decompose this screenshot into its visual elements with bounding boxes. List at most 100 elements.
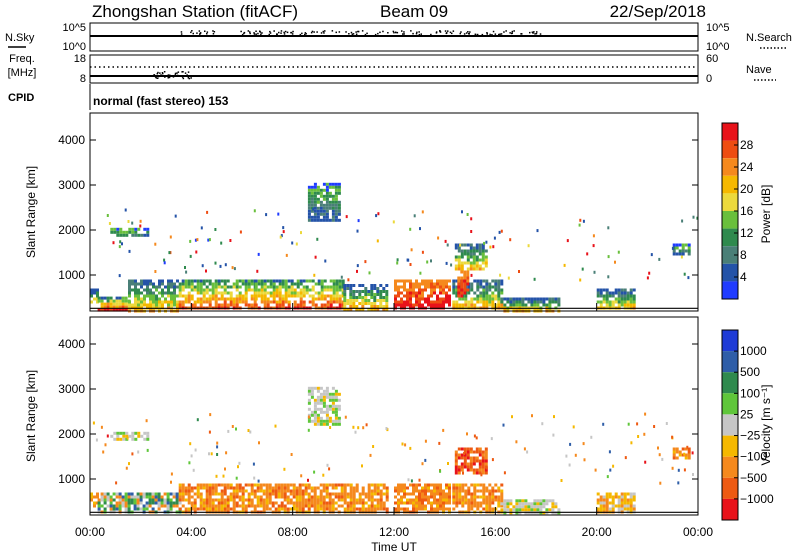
heatmap-cell (460, 249, 464, 253)
heatmap-cell (605, 288, 609, 292)
heatmap-cell (322, 401, 326, 405)
heatmap-cell (304, 498, 308, 502)
heatmap-cell (415, 483, 418, 487)
heatmap-cell (506, 502, 510, 506)
heatmap-cell (316, 401, 320, 405)
heatmap-cell (214, 279, 218, 283)
heatmap-cell (497, 282, 501, 286)
heatmap-cell (467, 504, 471, 508)
colorbar-swatch (722, 228, 738, 247)
heatmap-cell (337, 200, 341, 204)
heatmap-cell (370, 296, 374, 299)
heatmap-cell (454, 462, 458, 466)
heatmap-speck (643, 432, 646, 436)
noise-dot (539, 33, 542, 35)
heatmap-cell (106, 302, 110, 306)
heatmap-cell (614, 297, 618, 301)
heatmap-cell (133, 504, 137, 508)
heatmap-cell (475, 255, 479, 259)
heatmap-cell (113, 431, 117, 435)
heatmap-cell (319, 419, 323, 423)
heatmap-cell (484, 264, 488, 268)
heatmap-cell (96, 300, 99, 304)
heatmap-cell (409, 288, 412, 292)
heatmap-cell (620, 288, 624, 292)
heatmap-cell (455, 504, 459, 508)
heatmap-cell (397, 498, 400, 502)
heatmap-cell (325, 389, 329, 393)
heatmap-cell (337, 191, 341, 195)
heatmap-cell (403, 294, 406, 298)
heatmap-cell (313, 197, 317, 201)
heatmap-cell (497, 498, 501, 502)
heatmap-cell (476, 300, 480, 304)
heatmap-cell (452, 288, 456, 292)
heatmap-cell (113, 437, 117, 441)
heatmap-cell (433, 498, 436, 502)
heatmap-speck (439, 469, 442, 473)
heatmap-cell (235, 501, 239, 505)
heatmap-cell (394, 282, 397, 286)
heatmap-cell (307, 483, 311, 487)
heatmap-cell (460, 243, 464, 247)
heatmap-cell (143, 294, 146, 298)
heatmap-cell (364, 293, 368, 296)
heatmap-cell (358, 296, 362, 299)
heatmap-cell (376, 483, 380, 487)
heatmap-cell (127, 504, 131, 508)
heatmap-cell (497, 495, 501, 499)
heatmap-cell (518, 505, 522, 509)
noise-dot (447, 30, 449, 32)
freq-dot (190, 75, 192, 77)
heatmap-speck (375, 214, 378, 218)
heatmap-cell (325, 392, 329, 396)
heatmap-cell (235, 495, 239, 499)
heatmap-cell (478, 465, 482, 469)
heatmap-cell (271, 501, 275, 505)
heatmap-cell (467, 507, 471, 511)
heatmap-speck (295, 242, 298, 246)
heatmap-cell (466, 288, 470, 292)
heatmap-speck (583, 458, 586, 462)
heatmap-speck (128, 249, 131, 253)
noise-dot (452, 30, 455, 32)
noise-dot (280, 32, 282, 34)
heatmap-cell (454, 258, 458, 262)
heatmap-cell (112, 302, 116, 306)
heatmap-cell (187, 300, 191, 304)
heatmap-cell (488, 303, 492, 307)
noise-dot (410, 30, 412, 32)
heatmap-cell (439, 501, 442, 505)
freq-dot (181, 71, 183, 73)
heatmap-cell (211, 492, 215, 496)
heatmap-speck (208, 238, 211, 242)
heatmap-cell (472, 249, 476, 253)
heatmap-cell (337, 398, 341, 402)
heatmap-cell (128, 230, 132, 234)
heatmap-cell (250, 294, 254, 298)
heatmap-cell (632, 300, 636, 304)
heatmap-cell (103, 498, 107, 502)
heatmap-cell (325, 197, 329, 201)
heatmap-cell (452, 303, 456, 307)
heatmap-cell (172, 501, 176, 505)
heatmap-cell (334, 194, 338, 198)
heatmap-cell (530, 303, 534, 307)
noise-dot (446, 32, 448, 34)
heatmap-speck (473, 434, 476, 438)
heatmap-speck (541, 422, 544, 426)
heatmap-speck (274, 424, 277, 428)
heatmap-cell (187, 501, 191, 505)
heatmap-cell (103, 305, 107, 309)
heatmap-cell (455, 279, 459, 283)
freq-dot (157, 75, 160, 78)
heatmap-cell (436, 300, 439, 304)
heatmap-cell (481, 456, 485, 460)
heatmap-cell (376, 305, 380, 308)
heatmap-cell (599, 288, 603, 292)
heatmap-cell (137, 434, 141, 438)
heatmap-cell (452, 492, 456, 496)
heatmap-cell (452, 495, 456, 499)
heatmap-cell (250, 486, 254, 490)
heatmap-cell (121, 302, 125, 306)
